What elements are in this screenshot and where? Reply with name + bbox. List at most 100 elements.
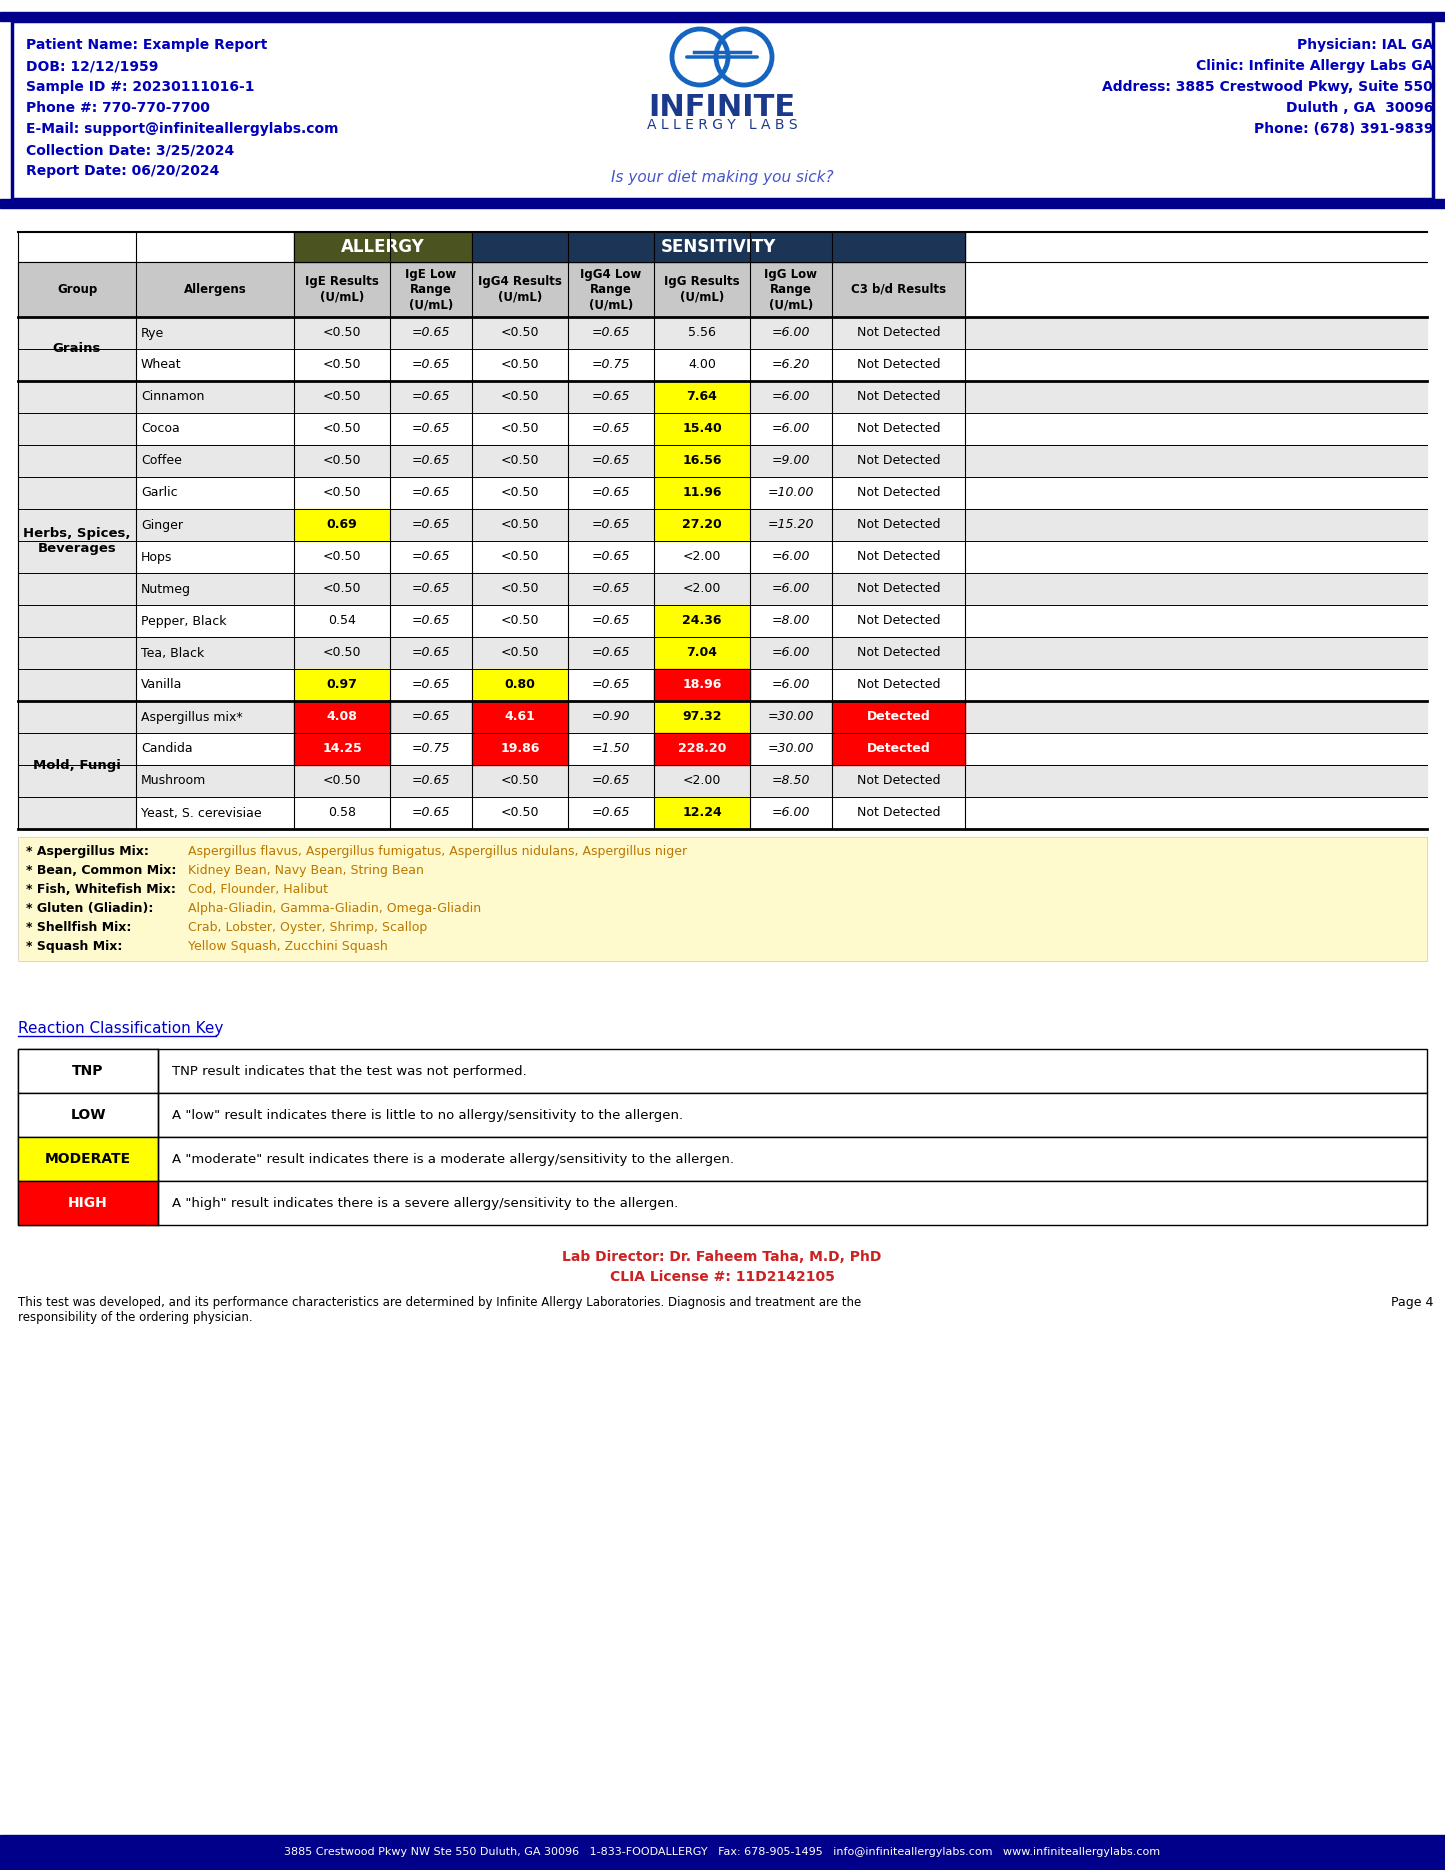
Text: Address: 3885 Crestwood Pkwy, Suite 550: Address: 3885 Crestwood Pkwy, Suite 550 <box>1103 80 1433 94</box>
Text: =0.65: =0.65 <box>412 679 451 692</box>
Text: <0.50: <0.50 <box>322 582 361 595</box>
Text: Sample ID #: 20230111016-1: Sample ID #: 20230111016-1 <box>26 80 254 94</box>
Text: =9.00: =9.00 <box>772 454 811 468</box>
Bar <box>293 669 390 701</box>
Text: =0.65: =0.65 <box>412 711 451 724</box>
Text: =0.65: =0.65 <box>412 806 451 819</box>
Bar <box>568 262 655 318</box>
Text: <2.00: <2.00 <box>683 550 721 563</box>
Text: 4.08: 4.08 <box>327 711 357 724</box>
Text: A L L E R G Y   L A B S: A L L E R G Y L A B S <box>647 118 798 133</box>
Bar <box>17 669 1428 701</box>
Bar <box>473 733 568 765</box>
Text: Duluth , GA  30096: Duluth , GA 30096 <box>1286 101 1433 114</box>
Text: Ginger: Ginger <box>142 518 184 531</box>
Text: =30.00: =30.00 <box>767 711 814 724</box>
Text: IgG4 Results
(U/mL): IgG4 Results (U/mL) <box>478 275 562 303</box>
Text: 19.86: 19.86 <box>500 742 539 755</box>
Bar <box>832 733 965 765</box>
Text: =1.50: =1.50 <box>592 742 630 755</box>
Text: * Squash Mix:: * Squash Mix: <box>26 941 123 954</box>
Bar <box>0 11 1445 21</box>
Text: =0.65: =0.65 <box>592 679 630 692</box>
Text: Not Detected: Not Detected <box>857 359 941 372</box>
Text: Phone: (678) 391-9839: Phone: (678) 391-9839 <box>1253 122 1433 137</box>
Text: <0.50: <0.50 <box>501 806 539 819</box>
Text: =0.65: =0.65 <box>412 550 451 563</box>
Text: Not Detected: Not Detected <box>857 486 941 499</box>
Text: Wheat: Wheat <box>142 359 182 372</box>
Text: <0.50: <0.50 <box>501 423 539 436</box>
Bar <box>17 638 1428 669</box>
Text: 0.54: 0.54 <box>328 615 355 628</box>
Text: INFINITE: INFINITE <box>649 94 796 122</box>
Bar <box>17 838 1428 961</box>
Text: <0.50: <0.50 <box>322 391 361 404</box>
Text: =0.65: =0.65 <box>412 582 451 595</box>
Text: =0.65: =0.65 <box>412 486 451 499</box>
Bar <box>17 1049 158 1092</box>
Text: =8.00: =8.00 <box>772 615 811 628</box>
Bar <box>655 381 750 413</box>
Text: Not Detected: Not Detected <box>857 550 941 563</box>
Text: Hops: Hops <box>142 550 172 563</box>
Text: <2.00: <2.00 <box>683 774 721 787</box>
Bar <box>17 262 136 318</box>
Bar <box>17 838 1428 961</box>
Text: =0.65: =0.65 <box>592 518 630 531</box>
Bar <box>655 606 750 638</box>
Text: =0.65: =0.65 <box>412 774 451 787</box>
Text: Mold, Fungi: Mold, Fungi <box>33 759 121 772</box>
Text: TNP: TNP <box>72 1064 104 1077</box>
Bar <box>17 509 1428 540</box>
Text: <0.50: <0.50 <box>501 615 539 628</box>
Text: 0.80: 0.80 <box>504 679 536 692</box>
Text: Alpha-Gliadin, Gamma-Gliadin, Omega-Gliadin: Alpha-Gliadin, Gamma-Gliadin, Omega-Glia… <box>188 901 481 914</box>
Text: Vanilla: Vanilla <box>142 679 182 692</box>
Text: Coffee: Coffee <box>142 454 182 468</box>
Text: 3885 Crestwood Pkwy NW Ste 550 Duluth, GA 30096   1-833-FOODALLERGY   Fax: 678-9: 3885 Crestwood Pkwy NW Ste 550 Duluth, G… <box>283 1848 1160 1857</box>
Text: Cod, Flounder, Halibut: Cod, Flounder, Halibut <box>188 883 328 896</box>
Bar <box>17 1182 158 1225</box>
Text: Report Date: 06/20/2024: Report Date: 06/20/2024 <box>26 165 220 178</box>
Bar <box>17 318 1428 350</box>
Bar <box>17 765 1428 797</box>
Bar <box>17 413 1428 445</box>
Text: * Aspergillus Mix:: * Aspergillus Mix: <box>26 845 149 858</box>
Text: Not Detected: Not Detected <box>857 615 941 628</box>
Bar <box>293 701 390 733</box>
Text: Aspergillus flavus, Aspergillus fumigatus, Aspergillus nidulans, Aspergillus nig: Aspergillus flavus, Aspergillus fumigatu… <box>188 845 688 858</box>
Text: =10.00: =10.00 <box>767 486 814 499</box>
Text: Phone #: 770-770-7700: Phone #: 770-770-7700 <box>26 101 210 114</box>
Text: <0.50: <0.50 <box>322 550 361 563</box>
Text: IgG Results
(U/mL): IgG Results (U/mL) <box>665 275 740 303</box>
Text: Page 4: Page 4 <box>1390 1296 1433 1309</box>
Text: 14.25: 14.25 <box>322 742 361 755</box>
Bar <box>655 701 750 733</box>
Bar <box>832 701 965 733</box>
Text: =0.65: =0.65 <box>592 582 630 595</box>
Bar <box>17 540 1428 572</box>
Text: CLIA License #: 11D2142105: CLIA License #: 11D2142105 <box>610 1270 834 1285</box>
Bar <box>17 318 136 381</box>
Text: =0.65: =0.65 <box>592 550 630 563</box>
Text: Not Detected: Not Detected <box>857 679 941 692</box>
Text: IgG4 Low
Range
(U/mL): IgG4 Low Range (U/mL) <box>581 267 642 310</box>
Text: * Shellfish Mix:: * Shellfish Mix: <box>26 922 131 933</box>
Text: Crab, Lobster, Oyster, Shrimp, Scallop: Crab, Lobster, Oyster, Shrimp, Scallop <box>188 922 428 933</box>
Text: =15.20: =15.20 <box>767 518 814 531</box>
Text: Allergens: Allergens <box>184 282 247 295</box>
Text: Not Detected: Not Detected <box>857 423 941 436</box>
Text: A "low" result indicates there is little to no allergy/sensitivity to the allerg: A "low" result indicates there is little… <box>172 1109 683 1122</box>
Text: =0.65: =0.65 <box>412 423 451 436</box>
Text: Mushroom: Mushroom <box>142 774 207 787</box>
Text: =0.65: =0.65 <box>412 327 451 340</box>
Text: <0.50: <0.50 <box>322 774 361 787</box>
Text: <0.50: <0.50 <box>322 423 361 436</box>
Bar <box>17 733 1428 765</box>
Bar <box>655 638 750 669</box>
Text: =6.00: =6.00 <box>772 423 811 436</box>
Text: 0.69: 0.69 <box>327 518 357 531</box>
Text: =0.65: =0.65 <box>412 359 451 372</box>
Text: HIGH: HIGH <box>68 1197 108 1210</box>
